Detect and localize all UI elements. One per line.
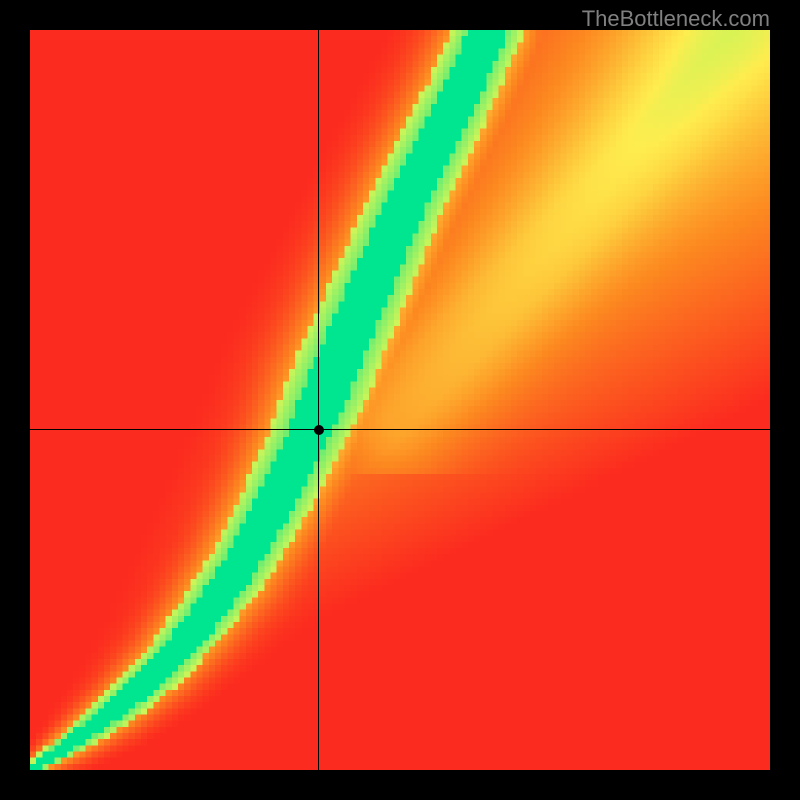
- chart-container: { "watermark": { "text": "TheBottleneck.…: [0, 0, 800, 800]
- crosshair-horizontal: [30, 429, 770, 430]
- crosshair-marker: [314, 425, 324, 435]
- bottleneck-heatmap: [30, 30, 770, 770]
- crosshair-vertical: [318, 30, 319, 770]
- watermark-text: TheBottleneck.com: [582, 6, 770, 32]
